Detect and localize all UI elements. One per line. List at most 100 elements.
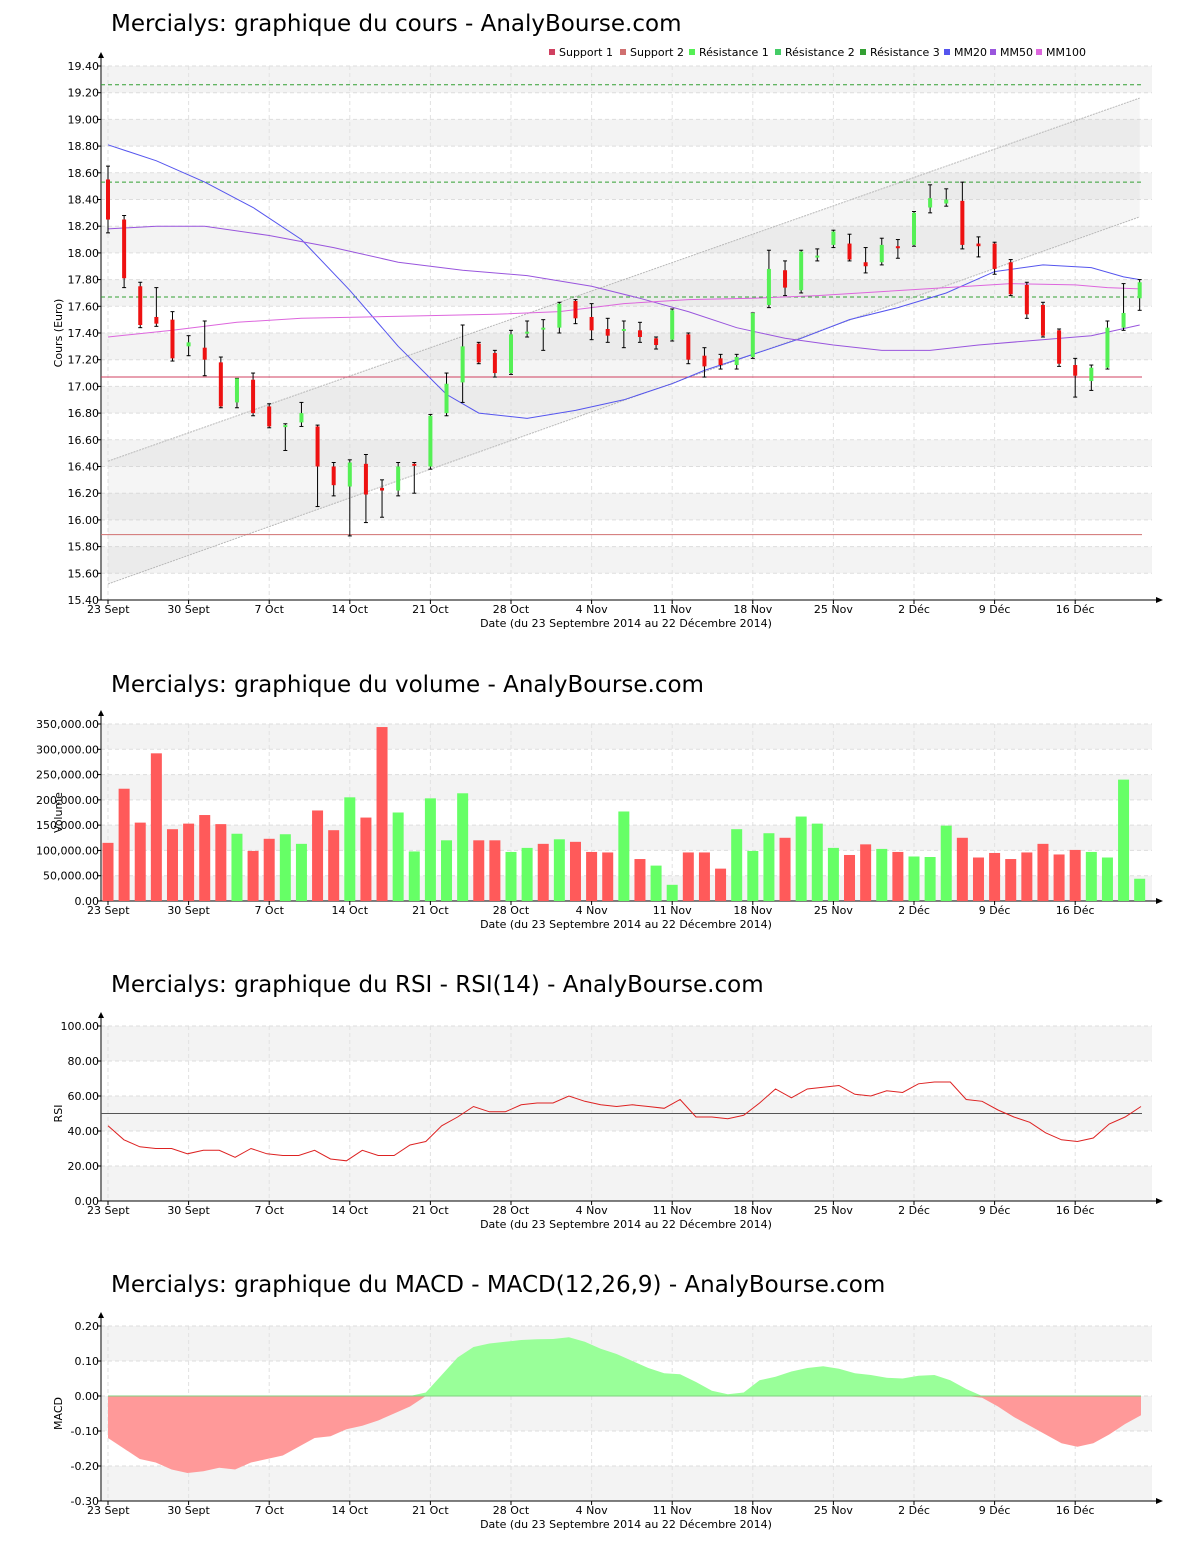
candle-body	[912, 212, 916, 245]
candle-body	[573, 300, 578, 319]
price-x-tick-label: 11 Nov	[653, 603, 692, 616]
price-grid-band	[102, 66, 1152, 93]
volume-bar	[1069, 849, 1081, 901]
candle-body	[783, 270, 788, 288]
candle-body	[492, 353, 497, 374]
candle-body	[1040, 304, 1045, 336]
volume-bar	[1021, 852, 1033, 901]
macd-x-tick-label: 4 Nov	[576, 1504, 608, 1517]
price-y-tick-label: 18.20	[68, 220, 100, 233]
candle-body	[412, 463, 417, 466]
candle-body	[1024, 284, 1029, 315]
macd-negative-area	[108, 1396, 1141, 1473]
volume-panel: Mercialys: graphique du volume - AnalyBo…	[111, 672, 704, 698]
price-chart-title: Mercialys: graphique du cours - AnalyBou…	[111, 11, 682, 37]
rsi-x-tick-label: 7 Oct	[254, 1204, 284, 1217]
price-y-tick-label: 19.40	[68, 60, 100, 73]
volume-bar	[972, 857, 984, 901]
candle-body	[106, 179, 110, 220]
volume-bar	[457, 793, 469, 901]
macd-x-tick-label: 25 Nov	[814, 1504, 853, 1517]
candle-body	[557, 303, 562, 328]
volume-bar	[956, 837, 968, 901]
price-y-tick-label: 17.00	[68, 380, 100, 393]
price-grid-band	[102, 546, 1152, 574]
price-x-tick-label: 2 Déc	[898, 603, 930, 616]
volume-chart: 350,000.00 300,000.00 250,000.00 200,000.00…	[36, 710, 1163, 931]
candle-body	[170, 319, 175, 359]
price-y-tick-label: 18.80	[68, 140, 100, 153]
price-x-tick-label: 16 Déc	[1056, 603, 1095, 616]
price-y-axis-title: Cours (Euro)	[52, 299, 65, 368]
candle-body	[363, 463, 368, 495]
legend-swatch	[990, 49, 996, 55]
candle-body	[1073, 365, 1078, 376]
volume-x-tick-label: 4 Nov	[576, 904, 608, 917]
volume-bar	[328, 830, 340, 901]
macd-y-tick-label: 0.00	[75, 1390, 100, 1403]
macd-y-tick-label: -0.10	[71, 1425, 99, 1438]
volume-x-tick-label: 23 Sept	[87, 904, 130, 917]
price-y-tick-label: 17.20	[68, 354, 100, 367]
volume-x-tick-label: 11 Nov	[653, 904, 692, 917]
volume-y-axis-title: Volume	[52, 792, 65, 833]
legend-swatch	[549, 49, 555, 55]
legend-label: MM100	[1046, 46, 1086, 59]
candle-body	[605, 328, 610, 336]
rsi-x-tick-label: 23 Sept	[87, 1204, 130, 1217]
candle-body	[1057, 330, 1062, 364]
legend-label: MM50	[1000, 46, 1033, 59]
price-x-tick-label: 28 Oct	[493, 603, 530, 616]
candle-body	[380, 487, 385, 491]
price-grid-band	[102, 439, 1152, 467]
candle-body	[654, 338, 659, 346]
rsi-x-axis-title: Date (du 23 Septembre 2014 au 22 Décembr…	[480, 1218, 772, 1231]
volume-bar	[602, 852, 614, 901]
candle-body	[750, 312, 755, 358]
candle-body	[283, 425, 288, 428]
volume-bar	[795, 816, 807, 901]
volume-bar	[505, 851, 517, 901]
price-y-tick-label: 15.40	[68, 594, 100, 607]
volume-bar	[344, 797, 356, 901]
volume-bar	[441, 840, 453, 901]
legend-label: Résistance 2	[785, 46, 855, 59]
volume-bar	[1101, 857, 1113, 901]
price-panel: Mercialys: graphique du cours - AnalyBou…	[0, 0, 1200, 640]
price-grid-band	[102, 172, 1152, 200]
volume-bar	[408, 851, 420, 901]
macd-y-tick-label: 0.20	[75, 1320, 100, 1333]
candle-body	[541, 327, 546, 330]
volume-bar	[215, 824, 227, 901]
candle-body	[718, 358, 723, 366]
volume-bar	[989, 852, 1001, 901]
candle-body	[234, 378, 239, 403]
volume-bar	[618, 811, 630, 901]
macd-x-tick-label: 21 Oct	[412, 1504, 449, 1517]
rsi-y-tick-label: 0.00	[75, 1195, 100, 1208]
rsi-x-axis-arrow	[1156, 1198, 1163, 1204]
volume-bar	[263, 838, 275, 901]
volume-bar	[199, 815, 211, 901]
volume-y-tick-label: 250,000.00	[36, 769, 99, 782]
price-x-tick-label: 4 Nov	[576, 603, 608, 616]
price-y-tick-label: 16.80	[68, 407, 100, 420]
price-grid-band	[102, 119, 1152, 147]
volume-bar	[392, 812, 404, 901]
rsi-y-tick-label: 20.00	[68, 1160, 100, 1173]
macd-x-tick-label: 11 Nov	[653, 1504, 692, 1517]
rsi-y-tick-label: 100.00	[61, 1020, 100, 1033]
volume-bar	[376, 727, 388, 901]
legend-label: Résistance 3	[870, 46, 940, 59]
legend-swatch	[860, 49, 866, 55]
rsi-y-tick-label: 60.00	[68, 1090, 100, 1103]
volume-x-tick-label: 21 Oct	[412, 904, 449, 917]
legend-swatch	[775, 49, 781, 55]
rsi-grid-band	[102, 1166, 1152, 1201]
candle-body	[686, 334, 691, 360]
candle-body	[815, 255, 820, 258]
price-x-tick-label: 14 Oct	[332, 603, 369, 616]
price-y-tick-label: 15.80	[68, 541, 100, 554]
